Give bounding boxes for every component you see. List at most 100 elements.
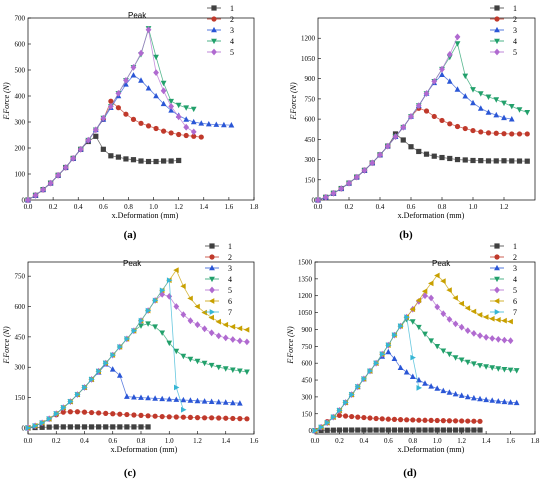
data-point-a-3-24 [205,121,212,127]
x-tick-label-b-2: 0.4 [376,203,385,211]
data-point-d-1-23 [452,427,459,433]
data-point-a-5-19 [168,103,174,110]
x-tick-label-a-5: 1.0 [149,203,158,211]
legend-label-b-4: 4 [513,37,517,46]
data-point-c-5-21 [173,303,180,310]
legend-marker-d-3 [494,264,500,271]
data-point-d-6-25 [464,305,471,311]
data-point-d-7-5 [343,399,349,406]
peak-annotation-c: Peak [123,259,142,268]
data-point-a-1-11 [108,153,114,159]
data-point-c-2-8 [81,409,88,415]
data-point-c-2-20 [166,414,172,420]
data-point-a-2-12 [115,105,121,111]
data-point-c-2-18 [152,413,158,419]
data-point-b-3-20 [470,99,476,106]
data-point-d-2-18 [422,417,428,423]
data-point-a-5-1 [32,191,39,199]
data-point-d-7-16 [410,354,416,361]
data-point-b-1-17 [447,155,453,162]
data-point-d-7-13 [392,332,398,338]
data-point-a-5-15 [138,49,144,57]
data-point-a-2-15 [138,120,144,126]
legend-label-b-3: 3 [513,26,517,35]
data-point-c-4-23 [187,356,194,363]
data-point-d-1-21 [440,427,446,433]
y-tick-label-d-5: 750 [302,343,313,351]
data-point-d-1-4 [336,427,343,433]
data-point-d-3-16 [409,373,416,379]
data-point-c-3-18 [152,395,158,401]
data-point-b-4-19 [462,73,469,80]
data-point-b-1-14 [423,151,430,157]
data-point-c-3-15 [131,394,137,400]
legend-label-b-5: 5 [513,48,517,57]
y-tick-label-d-2: 300 [302,393,313,401]
data-point-d-1-15 [404,427,410,433]
data-point-a-1-13 [123,156,129,162]
y-tick-label-d-9: 1350 [298,275,313,283]
data-point-c-2-13 [117,411,123,417]
data-point-a-1-18 [161,158,167,164]
data-point-b-2-17 [447,121,453,127]
data-point-b-1-20 [470,157,476,164]
data-point-d-7-0 [312,427,319,434]
data-point-b-3-18 [454,86,461,92]
data-point-a-4-17 [153,54,159,61]
data-point-c-6-22 [180,283,186,290]
data-point-a-5-0 [25,196,31,204]
data-point-c-3-24 [194,397,201,404]
data-point-c-1-6 [67,424,73,430]
y-tick-label-c-4: 600 [15,303,26,311]
data-point-c-2-22 [180,414,186,420]
legend-marker-c-1 [209,243,215,249]
data-point-d-3-14 [397,364,404,370]
legend-marker-c-4 [209,276,215,283]
data-point-d-6-29 [489,315,495,322]
data-point-c-6-28 [222,321,229,328]
panel-label-a: (a) [124,229,137,241]
data-point-a-4-22 [190,106,197,113]
data-point-b-3-17 [446,78,453,84]
data-point-c-2-5 [60,409,66,415]
data-point-c-7-14 [124,336,130,342]
data-point-c-2-23 [187,414,194,421]
x-tick-label-a-9: 1.8 [250,203,259,211]
data-point-d-2-14 [397,417,404,423]
data-point-d-1-8 [361,427,367,433]
data-point-c-7-19 [159,287,166,294]
data-point-c-2-31 [244,416,250,422]
data-point-a-1-15 [138,158,144,164]
data-point-d-3-26 [471,394,477,401]
data-point-b-2-16 [439,117,445,124]
data-point-d-7-11 [379,351,386,357]
data-point-d-6-30 [495,317,501,323]
panel-label-b: (b) [399,229,413,241]
data-point-d-3-21 [440,387,447,394]
data-point-d-3-28 [483,396,489,403]
data-point-d-3-20 [434,385,441,391]
y-tick-label-b-1: 150 [305,176,316,184]
legend-marker-a-1 [211,5,217,11]
data-point-b-2-15 [431,113,437,120]
data-point-c-2-28 [223,415,229,421]
y-tick-label-a-2: 200 [15,145,26,153]
data-point-b-1-13 [416,148,422,155]
data-point-c-2-27 [216,415,222,421]
data-point-c-1-11 [103,424,109,430]
data-point-d-3-12 [385,348,392,355]
data-point-a-5-4 [55,171,61,179]
data-point-c-7-21 [174,384,180,391]
y-tick-label-c-1: 150 [15,394,26,402]
x-tick-label-a-4: 0.8 [124,203,133,211]
data-point-d-4-27 [477,363,483,369]
data-point-c-7-3 [46,416,53,422]
legend-marker-a-4 [211,38,217,45]
x-tick-label-d-1: 0.2 [335,437,344,445]
y-tick-label-b-4: 600 [305,116,316,124]
data-point-a-5-3 [47,179,54,187]
data-point-d-4-20 [434,344,441,350]
data-point-a-2-13 [123,111,129,117]
data-point-d-5-18 [422,292,428,300]
